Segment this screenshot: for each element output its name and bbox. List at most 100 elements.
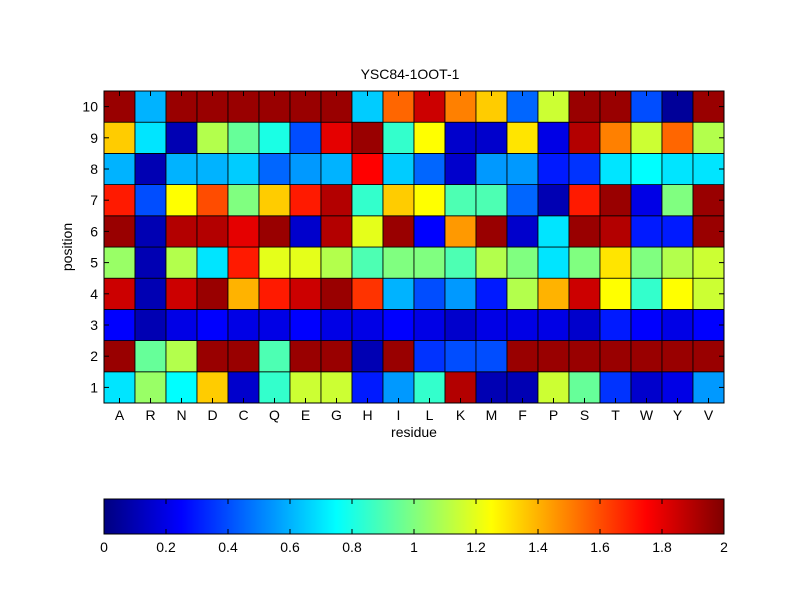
- heatmap-cell: [599, 90, 632, 123]
- heatmap-cell: [134, 152, 167, 185]
- heatmap-cell: [661, 277, 694, 310]
- heatmap-cell: [630, 371, 663, 404]
- heatmap-cell: [413, 340, 446, 373]
- heatmap-cell: [258, 340, 291, 373]
- heatmap-cell: [599, 371, 632, 404]
- heatmap-cell: [134, 121, 167, 154]
- heatmap-cell: [630, 215, 663, 248]
- x-tick-label: E: [301, 407, 310, 423]
- colorbar-tick-label: 1.6: [590, 539, 610, 555]
- heatmap-cell: [475, 308, 508, 341]
- x-tick-label: A: [115, 407, 125, 423]
- heatmap-cell: [289, 308, 322, 341]
- heatmap-cell: [630, 246, 663, 279]
- heatmap-cell: [475, 215, 508, 248]
- colorbar-tick-label: 1: [410, 539, 418, 555]
- heatmap-cell: [661, 215, 694, 248]
- heatmap-cell: [661, 371, 694, 404]
- heatmap-cell: [289, 277, 322, 310]
- heatmap-cell: [444, 152, 477, 185]
- heatmap-cell: [506, 152, 539, 185]
- heatmap-cell: [630, 308, 663, 341]
- heatmap-cell: [134, 246, 167, 279]
- heatmap-cell: [165, 184, 198, 217]
- heatmap-cell: [320, 152, 353, 185]
- heatmap-cell: [661, 121, 694, 154]
- heatmap-cell: [227, 246, 260, 279]
- heatmap-cell: [165, 308, 198, 341]
- colorbar-gradient: [103, 498, 725, 535]
- heatmap-cell: [196, 152, 229, 185]
- x-tick-label: Q: [269, 407, 280, 423]
- heatmap-cell: [475, 277, 508, 310]
- x-tick-label: F: [518, 407, 527, 423]
- colorbar-tick-label: 1.2: [466, 539, 486, 555]
- heatmap-cell: [289, 340, 322, 373]
- heatmap-cell: [165, 152, 198, 185]
- colorbar-tick-label: 1.8: [652, 539, 672, 555]
- heatmap-cell: [196, 340, 229, 373]
- heatmap-cell: [134, 308, 167, 341]
- heatmap-cell: [196, 246, 229, 279]
- heatmap-cell: [661, 184, 694, 217]
- heatmap-cell: [444, 246, 477, 279]
- heatmap-cell: [475, 90, 508, 123]
- plot-frame: [103, 90, 725, 404]
- heatmap-cell: [661, 246, 694, 279]
- heatmap-cell: [475, 246, 508, 279]
- heatmap-cell: [134, 371, 167, 404]
- heatmap-cell: [227, 152, 260, 185]
- heatmap-cell: [258, 246, 291, 279]
- heatmap-cell: [165, 246, 198, 279]
- heatmap-cell: [258, 277, 291, 310]
- x-tick-label: N: [176, 407, 186, 423]
- heatmap-cell: [227, 340, 260, 373]
- colorbar: 0 0.2 0.4 0.6 0.8 1 1.2 1.4 1.6 1.8 2: [100, 498, 728, 555]
- x-tick-label: D: [207, 407, 217, 423]
- x-tick-label: V: [704, 407, 714, 423]
- heatmap-cell: [630, 152, 663, 185]
- heatmap-cell: [537, 215, 570, 248]
- heatmap-cell: [630, 121, 663, 154]
- heatmap-cell: [568, 340, 601, 373]
- heatmap-cell: [320, 215, 353, 248]
- heatmap-cell: [568, 246, 601, 279]
- heatmap-cell: [227, 184, 260, 217]
- y-tick-label: 8: [90, 161, 98, 177]
- heatmap-cell: [568, 308, 601, 341]
- heatmap-cell: [289, 121, 322, 154]
- heatmap-cell: [599, 184, 632, 217]
- x-tick-label: M: [486, 407, 498, 423]
- heatmap-cell: [599, 340, 632, 373]
- heatmap-cell: [568, 215, 601, 248]
- heatmap-cell: [444, 340, 477, 373]
- chart-title: YSC84-1OOT-1: [361, 66, 460, 82]
- heatmap-cell: [444, 184, 477, 217]
- heatmap-cell: [134, 184, 167, 217]
- heatmap-cell: [537, 121, 570, 154]
- heatmap-cell: [661, 152, 694, 185]
- heatmap-cell: [444, 121, 477, 154]
- y-tick-label: 9: [90, 130, 98, 146]
- heatmap-cell: [351, 121, 384, 154]
- heatmap-cell: [289, 152, 322, 185]
- heatmap-cell: [692, 371, 725, 404]
- heatmap-cell: [258, 152, 291, 185]
- heatmap-cell: [227, 90, 260, 123]
- heatmap-cell: [599, 121, 632, 154]
- heatmap-cell: [320, 246, 353, 279]
- heatmap-cell: [692, 246, 725, 279]
- heatmap-cell: [444, 90, 477, 123]
- heatmap-cell: [506, 184, 539, 217]
- colorbar-tick-label: 0.8: [342, 539, 362, 555]
- colorbar-tick-label: 0: [100, 539, 108, 555]
- heatmap-cell: [506, 340, 539, 373]
- heatmap-cell: [258, 90, 291, 123]
- heatmap-cell: [320, 340, 353, 373]
- heatmap-cell: [196, 215, 229, 248]
- heatmap-cell: [289, 215, 322, 248]
- heatmap-cell: [134, 340, 167, 373]
- x-tick-label: R: [145, 407, 155, 423]
- heatmap-cell: [165, 121, 198, 154]
- heatmap-cell: [475, 121, 508, 154]
